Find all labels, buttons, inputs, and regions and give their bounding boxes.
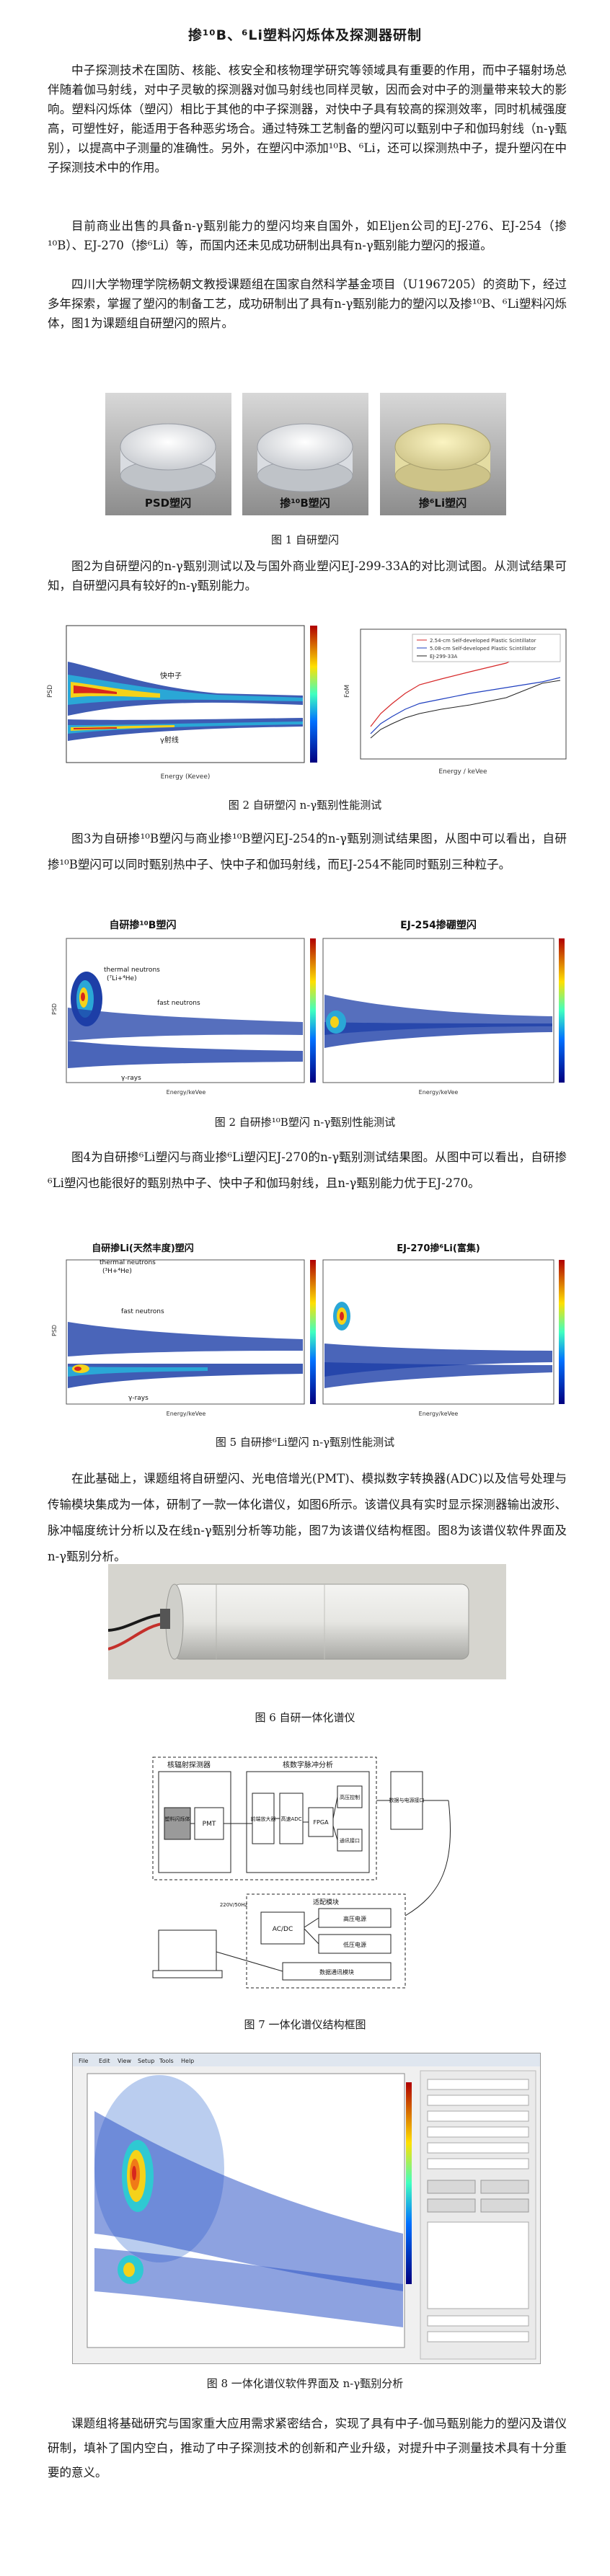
figure-3-caption: 图 2 自研掺¹⁰B塑闪 n-γ甄别性能测试 [214,1116,396,1129]
b10-thermal-label: thermal neutrons [104,967,160,974]
pulse-analysis-title: 核数字脉冲分析 [283,1760,333,1769]
scintillator-disk-b10 [257,423,353,492]
adc-label: 高速ADC [280,1816,301,1822]
pmt-label: PMT [203,1821,216,1828]
scintillator-disk-psd [120,423,216,492]
colorbar-b10 [310,938,316,1083]
paragraph-conclusion: 课题组将基础研究与国家重大应用需求紧密结合，实现了具有中子-伽马甄别能力的塑闪及… [48,2417,567,2479]
amp-label: 前端放大器 [251,1816,276,1822]
ej270-plot-title: EJ-270掺⁶Li(富集) [397,1243,480,1254]
spectrometer-cables [108,1609,170,1651]
menu-help: Help [181,2058,194,2064]
li-plot-title: 自研掺Li(天然丰度)塑闪 [92,1243,194,1254]
paragraph-fig3: 图3为自研掺¹⁰B塑闪与商业掺¹⁰B塑闪EJ-254的n-γ甄别测试结果图，从图… [48,832,567,871]
paragraph-fig4: 图4为自研掺⁶Li塑闪与商业掺⁶Li塑闪EJ-270的n-γ甄别测试结果图。从图… [48,1150,567,1190]
menu-view: View [118,2058,131,2064]
figure-8-software: File Edit View Setup Tools Help [72,2053,541,2364]
li-xlabel: Energy/keVee [167,1411,206,1417]
li-psd-plot: 自研掺Li(天然丰度)塑闪 thermal neutrons (³H+⁴He) … [51,1243,305,1417]
figure-5-caption: 图 5 自研掺⁶Li塑闪 n-γ甄别性能测试 [215,1436,395,1449]
ac-label: 220V/50Hz [220,1902,248,1908]
hv-ctrl-label: 高压控制 [340,1794,360,1800]
li-thermal-label: thermal neutrons [100,1259,156,1266]
psd-xlabel: Energy (Kevee) [161,773,211,781]
acdc-label: AC/DC [273,1926,293,1933]
figure-7-caption: 图 7 一体化谱仪结构框图 [244,2018,366,2031]
li-ylabel: PSD [51,1325,58,1336]
b10-xlabel: Energy/keVee [167,1089,206,1096]
fom-ylabel: FoM [344,685,351,698]
b10-plot-title: 自研掺¹⁰B塑闪 [110,919,177,931]
psd-ylabel: PSD [47,685,54,698]
power-box-title: 适配模块 [313,1898,339,1906]
b10-ylabel: PSD [51,1003,58,1015]
photo-label-b10: 掺¹⁰B塑闪 [280,497,330,510]
spectrometer-body [165,1584,469,1660]
label-fast-neutron: 快中子 [160,671,182,680]
fpga-label: FPGA [313,1819,329,1826]
control-panel [420,2070,536,2360]
detector-box [152,1756,448,1880]
ej254-plot-title: EJ-254掺硼塑闪 [400,919,477,931]
photo-label-li6: 掺⁶Li塑闪 [419,497,467,510]
menu-file: File [79,2058,88,2064]
paragraph-spectrometer: 在此基础上，课题组将自研塑闪、光电倍增光(PMT)、模拟数字转换器(ADC)以及… [48,1472,567,1563]
psd-scatter-plot: 快中子 γ射线 Energy (Kevee) PSD [47,625,305,781]
ej254-psd-plot: EJ-254掺硼塑闪 Energy/keVee [322,919,554,1096]
ej270-xlabel: Energy/keVee [419,1411,459,1417]
ej254-xlabel: Energy/keVee [419,1089,459,1096]
menu-setup: Setup [138,2058,154,2064]
photo-label-psd: PSD塑闪 [145,497,191,510]
detector-title: 核辐射探测器 [167,1760,211,1769]
paragraph-research: 四川大学物理学院杨朝文教授课题组在国家自然科学基金项目（U1967205）的资助… [48,277,567,330]
paragraph-intro: 中子探测技术在国防、核能、核安全和核物理学研究等领域具有重要的作用，而中子辐射场… [48,63,567,174]
b10-gamma-label: γ-rays [121,1075,141,1082]
figure-1-caption: 图 1 自研塑闪 [270,533,340,546]
figure-7-diagram: 核辐射探测器 核数字脉冲分析 塑料闪烁体 PMT 前端放大器 高速ADC FPG… [138,1750,470,2002]
figure-2: 快中子 γ射线 Energy (Kevee) PSD [37,618,573,784]
b10-psd-plot: 自研掺¹⁰B塑闪 thermal neutrons (⁷Li+⁴He) fast… [51,919,305,1096]
hv-module-label: 高压电源 [343,1915,366,1922]
label-gamma: γ射线 [160,735,179,745]
li-fast-label: fast neutrons [121,1308,164,1315]
paragraph-fig2: 图2为自研塑闪的n-γ甄别测试以及与国外商业塑闪EJ-299-33A的对比测试图… [48,559,567,592]
colorbar-li [310,1260,316,1404]
psd-heatmap [87,2073,412,2348]
colorbar-ej270 [559,1260,565,1404]
colorbar [310,626,317,763]
figure-8-caption: 图 8 一体化谱仪软件界面及 n-γ甄别分析 [206,2377,404,2390]
menu-tools: Tools [159,2058,174,2064]
scintillator-disk-li6 [394,423,491,492]
figure-6-caption: 图 6 自研一体化谱仪 [255,1711,355,1724]
figure-6-photo [108,1564,506,1679]
figure-2-caption: 图 2 自研塑闪 n-γ甄别性能测试 [228,799,382,812]
paragraph-commercial: 目前商业出售的具备n-γ甄别能力的塑闪均来自国外，如Eljen公司的EJ-276… [48,219,567,252]
legend-item-2: 5.08-cm Self-developed Plastic Scintilla… [430,646,536,652]
li-thermal-sub: (³H+⁴He) [102,1268,132,1275]
fom-plot: 2.54-cm Self-developed Plastic Scintilla… [344,629,567,776]
page-title: 掺¹⁰B、⁶Li塑料闪烁体及探测器研制 [187,27,423,43]
legend-item-1: 2.54-cm Self-developed Plastic Scintilla… [430,638,536,644]
li-gamma-label: γ-rays [128,1395,149,1402]
scint-label: 塑料闪烁体 [165,1816,190,1822]
b10-fast-label: fast neutrons [157,1000,200,1007]
data-module-label: 数据通讯模块 [319,1968,354,1976]
legend-item-3: EJ-299-33A [430,654,458,659]
lv-module-label: 低压电源 [343,1941,366,1948]
fom-xlabel: Energy / keVee [438,768,487,776]
menu-edit: Edit [99,2058,110,2064]
figure-3: 自研掺¹⁰B塑闪 thermal neutrons (⁷Li+⁴He) fast… [35,914,575,1103]
comm-label: 通讯接口 [340,1837,360,1844]
data-out-label: 数据与电源接口 [389,1797,425,1803]
b10-thermal-sub: (⁷Li+⁴He) [107,975,137,982]
colorbar-ej254 [559,938,565,1083]
ej270-psd-plot: EJ-270掺⁶Li(富集) Energy/keVee [322,1243,554,1417]
power-box [152,1800,451,1989]
figure-1-photo: PSD塑闪 掺¹⁰B塑闪 掺⁶Li塑闪 [105,393,506,515]
software-titlebar [73,2053,540,2066]
figure-4: 自研掺Li(天然丰度)塑闪 thermal neutrons (³H+⁴He) … [35,1235,575,1424]
